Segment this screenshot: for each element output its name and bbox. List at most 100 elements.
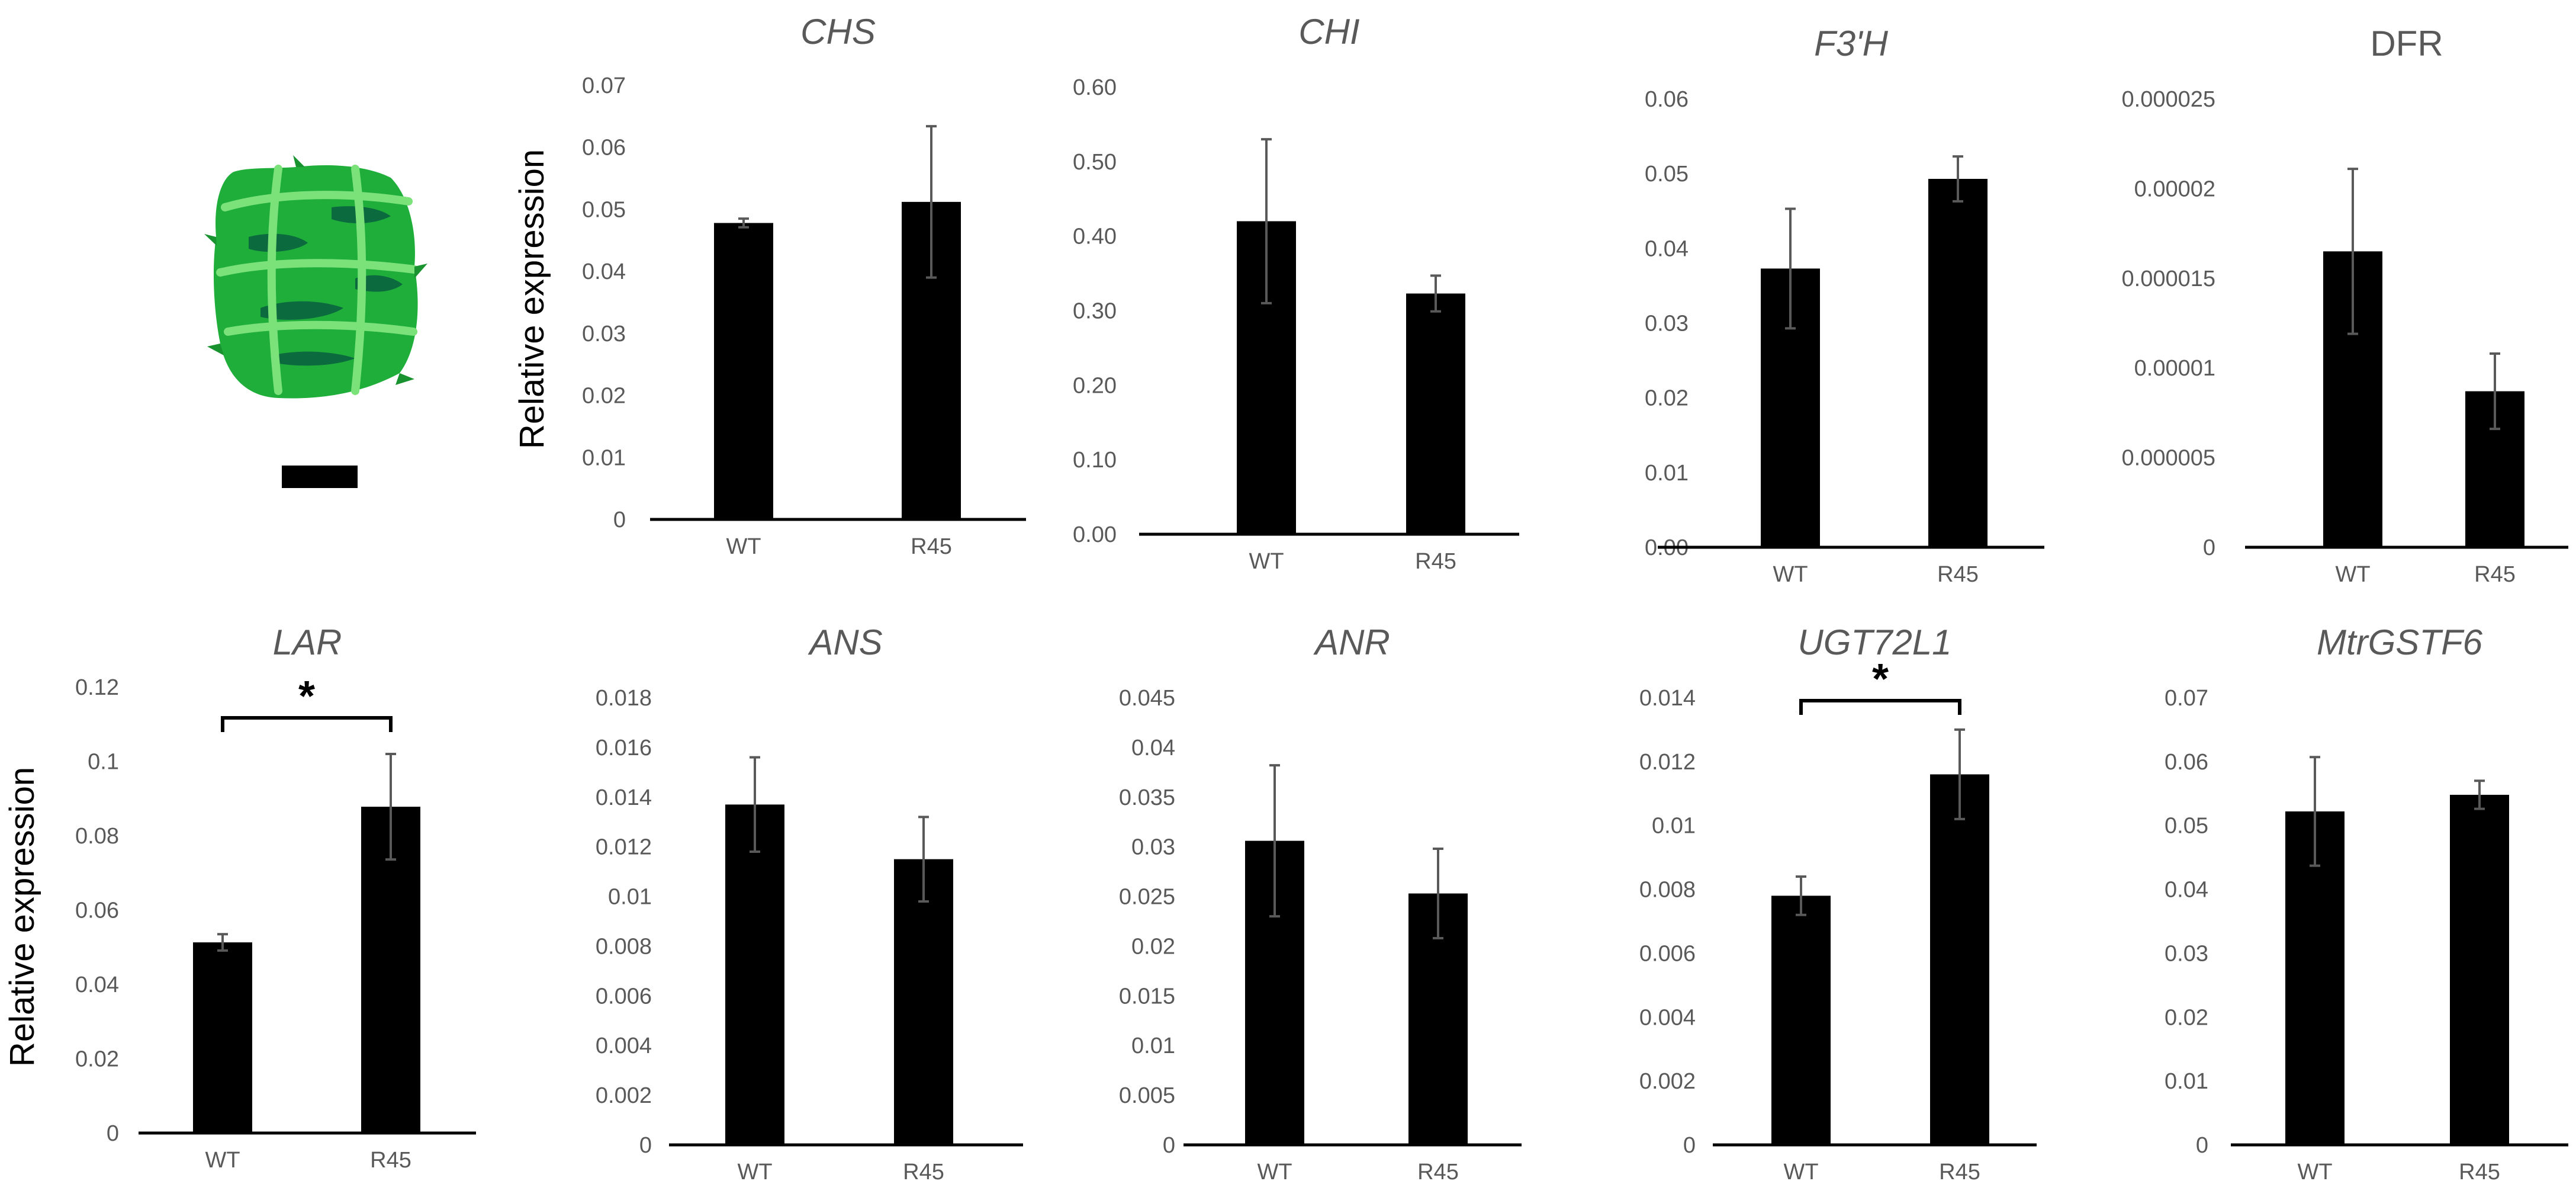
error-bar [1954, 728, 1965, 820]
chart-dfr: DFR 0 0.000005 0.00001 0.000015 0.00002 0.0000… [2122, 24, 2568, 587]
y-tick-label: 0.04 [582, 259, 626, 284]
y-tick-label: 0.05 [582, 197, 626, 222]
error-bar [1430, 274, 1441, 313]
y-tick-label: 0.00001 [2134, 356, 2215, 381]
error-bar [1953, 155, 1963, 203]
y-tick-label: 0 [2203, 535, 2215, 560]
y-tick-label: 0.02 [1131, 934, 1175, 959]
chart-lar: LAR 0 0.02 0.04 0.06 0.08 0.1 0.12 WT R45 * [75, 622, 476, 1173]
significance-star: * [1872, 656, 1889, 703]
y-axis-title-top: Relative expression [513, 149, 551, 449]
y-tick-label: 0.014 [1639, 686, 1696, 711]
y-tick-label: 0.004 [596, 1034, 652, 1058]
y-tick-label: 0.006 [1639, 941, 1696, 966]
x-category-label: R45 [903, 1160, 944, 1185]
y-tick-label: 0.035 [1119, 785, 1175, 810]
y-tick-label: 0.000005 [2122, 446, 2216, 471]
y-tick-label: 0 [1683, 1133, 1696, 1158]
x-category-label: WT [1249, 549, 1284, 574]
x-category-label: R45 [2459, 1160, 2500, 1185]
error-bar [217, 933, 228, 952]
x-category-label: R45 [911, 534, 952, 559]
chart-title: LAR [273, 622, 342, 662]
y-tick-label: 0 [613, 508, 626, 532]
y-tick-label: 0.02 [75, 1047, 119, 1072]
y-tick-label: 0.01 [1652, 814, 1696, 839]
significance-star: * [298, 673, 315, 720]
chart-ugt72l1: UGT72L1 0 0.002 0.004 0.006 0.008 0.01 0.012 0.0… [1639, 622, 2037, 1185]
error-bar [1796, 875, 1806, 916]
x-category-label: WT [1257, 1160, 1292, 1185]
x-category-label: R45 [1937, 562, 1979, 587]
error-bar [1261, 138, 1272, 304]
chart-title: MtrGSTF6 [2317, 622, 2483, 662]
y-tick-label: 0 [639, 1133, 652, 1158]
error-bar [2490, 352, 2500, 431]
y-tick-label: 0.1 [88, 750, 119, 775]
x-category-label: WT [205, 1148, 240, 1173]
y-tick-label: 0.00 [1073, 522, 1117, 547]
chart-title: F3'H [1814, 24, 1888, 63]
x-category-label: WT [726, 534, 761, 559]
y-tick-label: 0.06 [582, 136, 626, 161]
y-tick-label: 0.00002 [2134, 176, 2215, 201]
chart-ans: ANS 0 0.002 0.004 0.006 0.008 0.01 0.012 0.014 0.… [596, 622, 1023, 1185]
bar-wt [193, 942, 252, 1133]
chart-title: CHS [800, 12, 876, 52]
y-axis-title-bottom: Relative expression [3, 767, 41, 1067]
y-tick-label: 0.000025 [2122, 87, 2216, 112]
error-bar [2347, 168, 2358, 335]
error-bar [2310, 756, 2320, 867]
x-category-label: R45 [1417, 1160, 1459, 1185]
y-tick-label: 0.60 [1073, 75, 1117, 100]
y-tick-label: 0.01 [582, 445, 626, 470]
chart-title: DFR [2370, 24, 2443, 63]
y-tick-label: 0.40 [1073, 224, 1117, 249]
y-tick-label: 0 [2196, 1133, 2208, 1158]
error-bar [2474, 779, 2485, 810]
chart-title: UGT72L1 [1797, 622, 1951, 662]
y-tick-label: 0.04 [2165, 878, 2208, 903]
y-tick-label: 0.015 [1119, 984, 1175, 1009]
y-tick-label: 0.01 [1645, 461, 1689, 486]
y-tick-label: 0.08 [75, 824, 119, 849]
y-tick-label: 0.004 [1639, 1005, 1696, 1030]
y-tick-label: 0.07 [2165, 686, 2208, 711]
x-category-label: WT [2297, 1160, 2332, 1185]
y-tick-label: 0.03 [582, 322, 626, 346]
chart-title: CHI [1298, 12, 1359, 52]
y-tick-label: 0.04 [1645, 236, 1689, 261]
pod-dark-holes [249, 206, 403, 366]
y-tick-label: 0.05 [2165, 814, 2208, 839]
y-tick-label: 0 [107, 1121, 119, 1146]
x-category-label: WT [1783, 1160, 1818, 1185]
chart-title: ANS [808, 622, 882, 662]
error-bar [750, 756, 760, 853]
y-tick-label: 0.008 [596, 934, 652, 959]
y-tick-label: 0.01 [608, 885, 652, 910]
y-tick-label: 0.012 [1639, 750, 1696, 775]
y-tick-label: 0.06 [75, 898, 119, 923]
bar-r45 [2450, 794, 2509, 1145]
chart-mtrgstf6: MtrGSTF6 0 0.01 0.02 0.03 0.04 0.05 0.06 0.07 WT R… [2165, 622, 2568, 1185]
chart-chi: CHI 0.00 0.10 0.20 0.30 0.40 0.50 0.60 WT R45 [1073, 12, 1519, 574]
pod-body [213, 165, 418, 399]
y-tick-label: 0.20 [1073, 373, 1117, 398]
y-tick-label: 0.02 [2165, 1005, 2208, 1030]
bar-wt [714, 223, 773, 519]
x-category-label: R45 [370, 1148, 411, 1173]
y-tick-label: 0.03 [2165, 941, 2208, 966]
bar-wt [2285, 811, 2345, 1145]
y-tick-label: 0.025 [1119, 885, 1175, 910]
bar-r45 [1930, 774, 1989, 1145]
x-category-label: R45 [1415, 549, 1456, 574]
error-bar [738, 217, 749, 229]
seed-pod-photo [204, 155, 427, 488]
y-tick-label: 0.002 [596, 1083, 652, 1108]
significance-bracket [221, 716, 393, 732]
y-tick-label: 0.05 [1645, 162, 1689, 187]
scale-bar [282, 466, 358, 488]
y-tick-label: 0.018 [596, 686, 652, 711]
